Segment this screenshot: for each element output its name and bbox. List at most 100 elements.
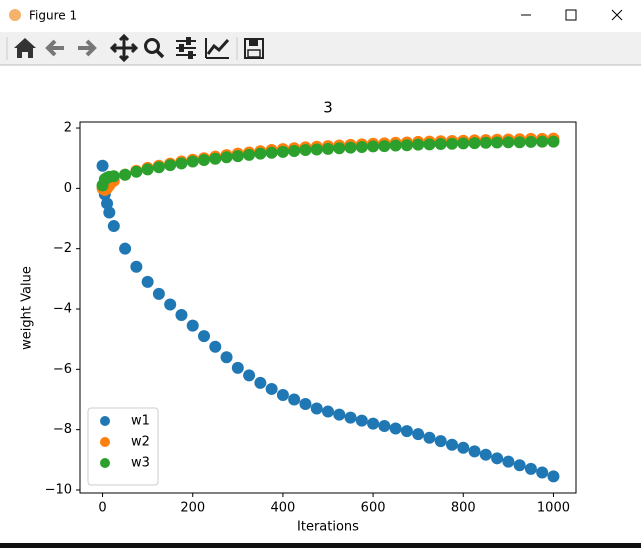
save-button[interactable]: [244, 38, 264, 59]
point: [243, 369, 256, 382]
y-tick-label: −2: [53, 241, 72, 256]
point: [288, 393, 301, 406]
axes-frame: [79, 121, 577, 494]
point: [265, 146, 278, 159]
point: [502, 136, 515, 149]
y-tick-label: −4: [53, 302, 72, 317]
point: [141, 163, 154, 176]
point: [288, 144, 301, 157]
point: [491, 452, 504, 465]
point: [254, 147, 267, 160]
point: [468, 445, 481, 458]
point: [243, 148, 256, 161]
point: [220, 151, 233, 164]
point: [231, 150, 244, 163]
point: [434, 435, 447, 448]
pan-button[interactable]: [109, 33, 139, 63]
x-tick-label: 1000: [537, 501, 570, 516]
zoom-button[interactable]: [144, 38, 165, 59]
x-axis-label: Iterations: [297, 520, 359, 535]
point: [547, 470, 560, 483]
point: [101, 197, 114, 210]
point: [119, 242, 132, 255]
point: [276, 388, 289, 401]
point: [502, 455, 515, 468]
point: [367, 417, 380, 430]
point: [299, 398, 312, 411]
point: [524, 135, 537, 148]
toolbar: [0, 32, 641, 65]
point: [446, 137, 458, 150]
point: [152, 161, 165, 174]
point: [513, 136, 526, 149]
point: [310, 402, 323, 415]
point: [457, 137, 470, 150]
point: [547, 135, 560, 148]
legend-marker: [100, 437, 110, 447]
app-icon: [9, 9, 21, 21]
back-button[interactable]: [45, 39, 64, 57]
close-button[interactable]: [611, 9, 623, 21]
point: [355, 141, 368, 154]
plot-area: [96, 132, 560, 483]
x-tick-label: 800: [451, 501, 476, 516]
point: [164, 159, 177, 172]
configure-button[interactable]: [176, 37, 196, 59]
point: [536, 466, 549, 479]
point: [513, 459, 526, 472]
x-tick-label: 600: [361, 501, 386, 516]
point: [107, 220, 120, 233]
edit-axes-button[interactable]: [205, 38, 230, 59]
point: [491, 136, 504, 149]
point: [322, 142, 334, 155]
maximize-button[interactable]: [565, 9, 577, 21]
x-tick-label: 200: [180, 501, 205, 516]
point: [141, 275, 154, 288]
point: [175, 309, 188, 322]
point: [423, 431, 436, 444]
point: [265, 382, 278, 395]
point: [254, 376, 267, 389]
legend-marker: [100, 458, 110, 468]
point: [186, 155, 199, 168]
point: [389, 422, 402, 435]
point: [378, 140, 391, 153]
point: [198, 154, 210, 167]
point: [400, 139, 413, 152]
home-button[interactable]: [14, 38, 36, 58]
point: [152, 287, 165, 300]
point: [367, 140, 380, 153]
point: [231, 361, 244, 374]
point: [119, 168, 132, 181]
y-tick-label: −10: [45, 482, 72, 497]
title-bar: [0, 0, 641, 32]
point: [479, 448, 492, 461]
point: [130, 260, 143, 273]
y-tick-label: 0: [64, 181, 72, 196]
point: [536, 135, 549, 148]
point: [389, 139, 402, 152]
point: [186, 319, 199, 332]
y-axis-label: weight Value: [20, 266, 35, 350]
point: [333, 142, 346, 155]
point: [412, 428, 425, 441]
point: [276, 145, 289, 158]
point: [355, 414, 368, 427]
point: [107, 170, 120, 183]
point: [322, 405, 334, 418]
y-tick-label: 2: [64, 121, 72, 136]
x-tick-label: 0: [98, 501, 106, 516]
point: [209, 340, 222, 353]
y-tick-label: −8: [53, 422, 72, 437]
legend-label: w2: [131, 435, 150, 450]
point: [198, 330, 210, 343]
point: [220, 351, 233, 364]
forward-button[interactable]: [78, 39, 97, 57]
point: [344, 141, 357, 154]
window-title: Figure 1: [29, 9, 77, 23]
point: [378, 420, 391, 433]
point: [130, 165, 143, 178]
point: [310, 143, 323, 156]
y-tick-label: −6: [53, 362, 72, 377]
